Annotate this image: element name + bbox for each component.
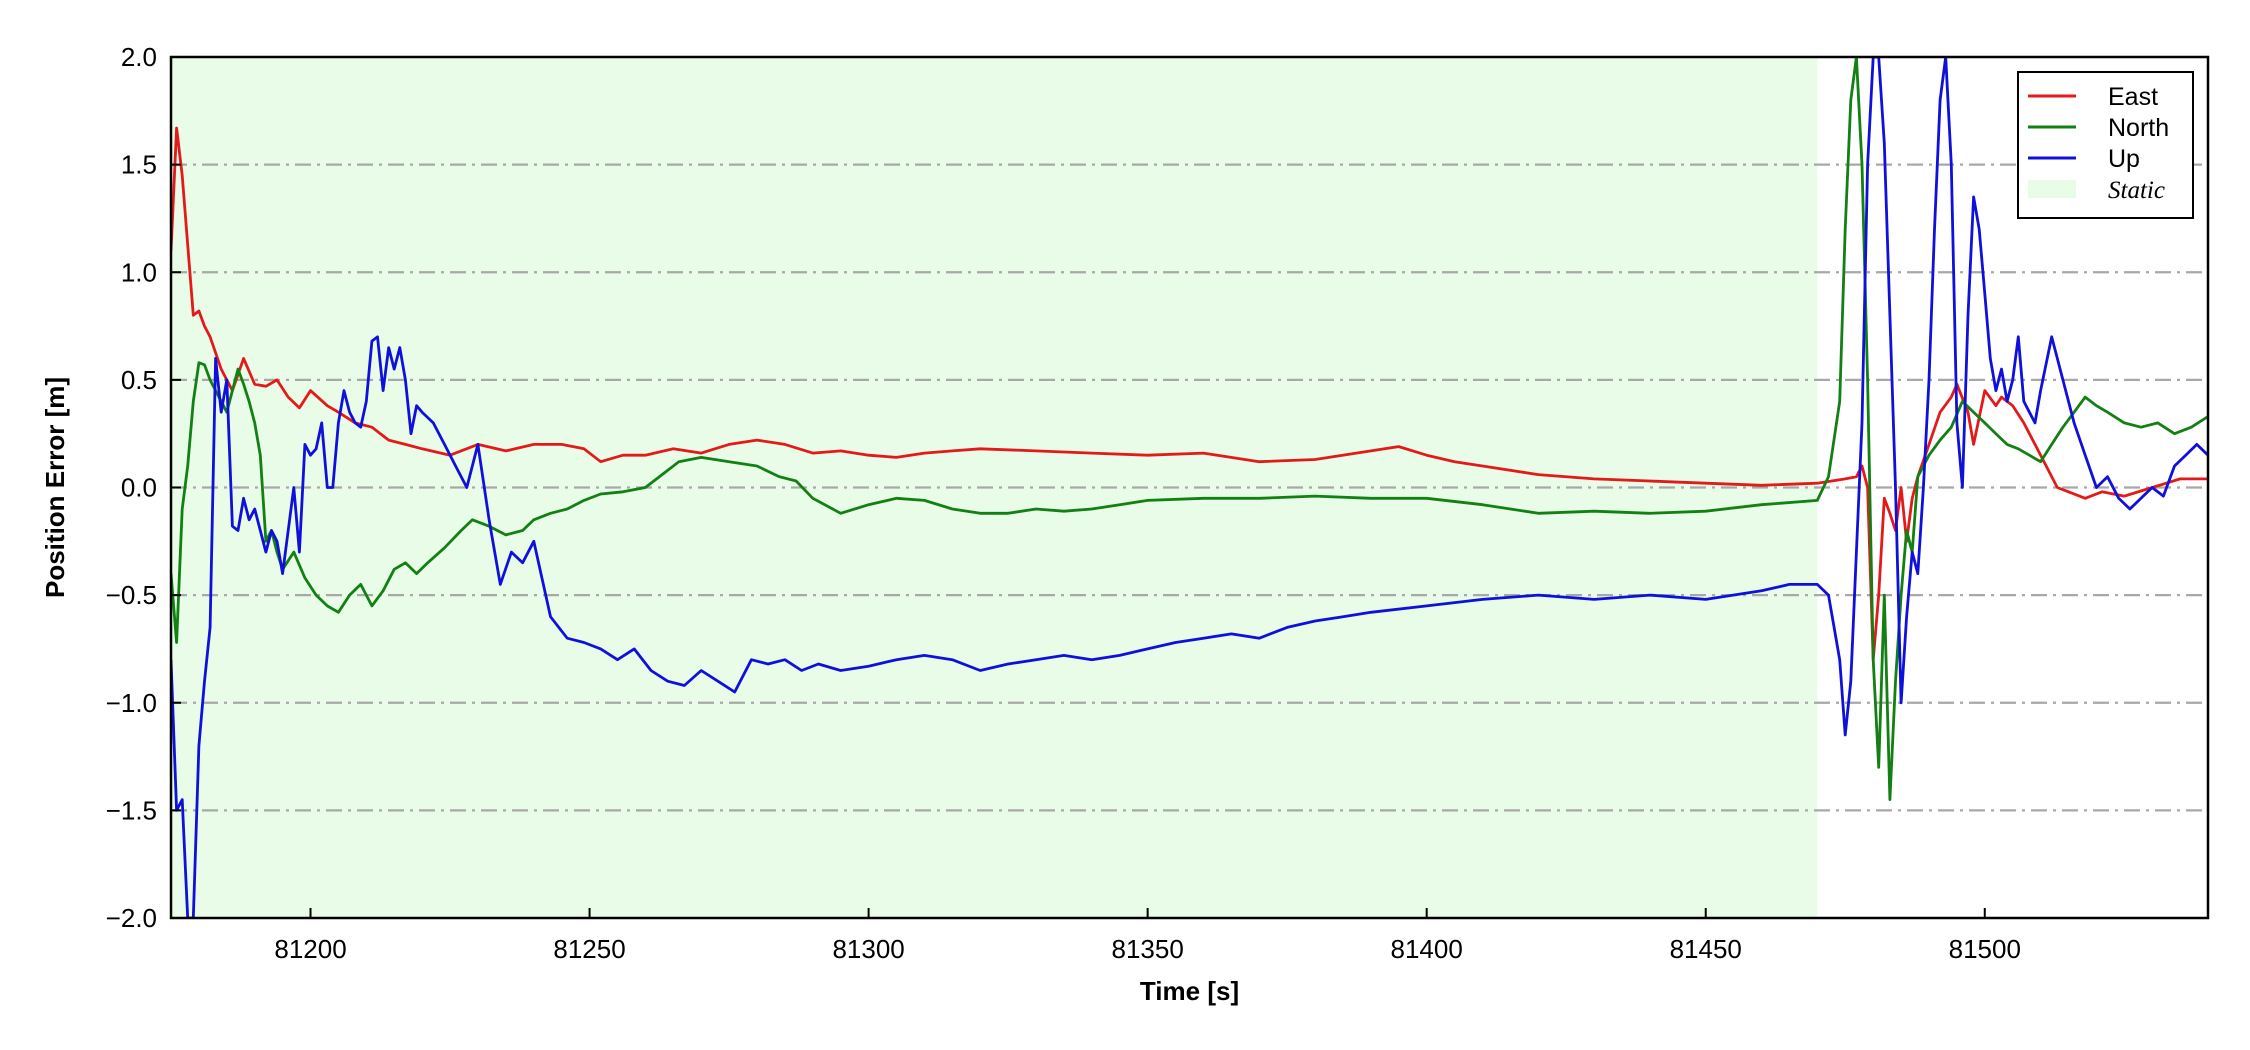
y-tick-label: −1.5 <box>106 795 157 825</box>
legend-label-up: Up <box>2108 145 2140 173</box>
x-tick-label: 81450 <box>1670 934 1742 964</box>
y-axis-title: Position Error [m] <box>40 377 70 598</box>
y-tick-label: −1.0 <box>106 688 157 718</box>
axis-ticks: 81200 81250 81300 81350 81400 81450 81500 2.0 1.… <box>106 42 2021 964</box>
y-tick-label: −0.5 <box>106 580 157 610</box>
y-tick-label: 1.0 <box>121 257 157 287</box>
legend-label-east: East <box>2108 83 2158 111</box>
y-tick-label: 0.0 <box>121 473 157 503</box>
x-tick-label: 81350 <box>1111 934 1183 964</box>
y-tick-label: 2.0 <box>121 42 157 72</box>
series-line-up <box>171 57 2208 918</box>
legend-swatch-static <box>2028 180 2076 198</box>
y-tick-label: 1.5 <box>121 150 157 180</box>
legend-label-static: Static <box>2108 177 2165 204</box>
x-tick-label: 81200 <box>274 934 346 964</box>
series-line-east <box>171 126 2208 662</box>
legend: East North Up Static <box>2017 71 2194 219</box>
x-tick-label: 81250 <box>553 934 625 964</box>
legend-label-north: North <box>2108 114 2169 142</box>
x-tick-label: 81500 <box>1949 934 2021 964</box>
x-axis-title: Time [s] <box>1140 976 1239 1006</box>
series-layer <box>171 57 2208 918</box>
y-tick-label: 0.5 <box>121 365 157 395</box>
x-tick-label: 81400 <box>1391 934 1463 964</box>
y-tick-label: −2.0 <box>106 903 157 933</box>
x-tick-label: 81300 <box>832 934 904 964</box>
legend-items: East North Up Static <box>2028 83 2169 204</box>
